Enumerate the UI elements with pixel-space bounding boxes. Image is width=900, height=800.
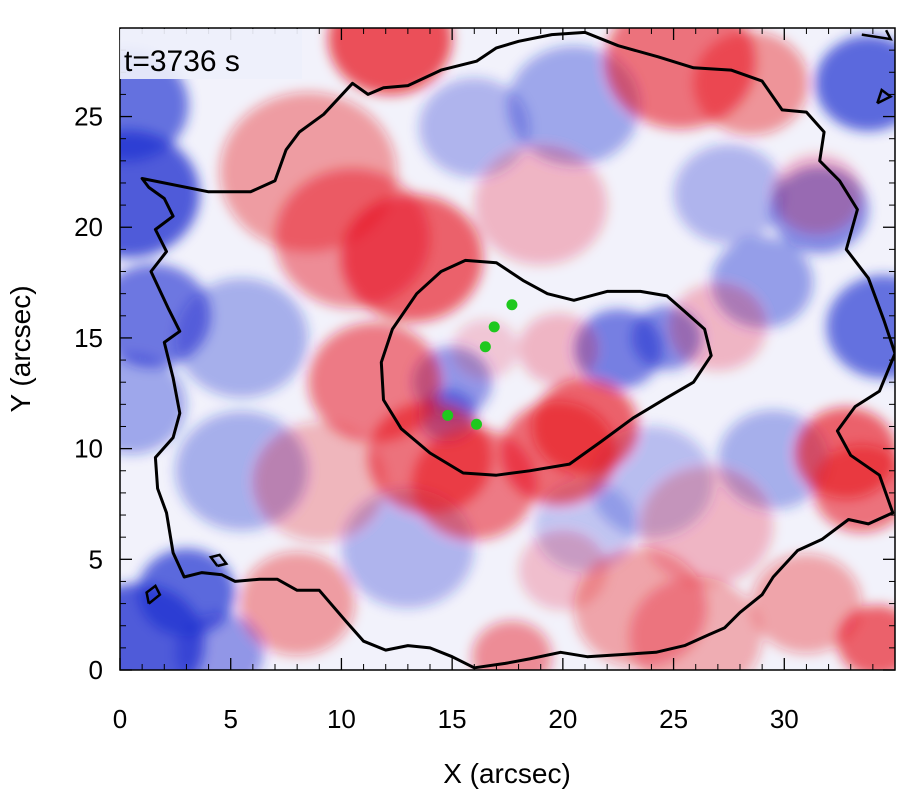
negative-region [175, 278, 309, 398]
y-tick-label: 20 [74, 212, 103, 242]
positive-region [629, 577, 763, 670]
green-points [442, 299, 518, 430]
positive-region [518, 530, 608, 611]
y-tick-label: 15 [74, 323, 103, 353]
x-tick-label: 15 [438, 704, 467, 734]
small-contour [145, 584, 162, 605]
y-tick-label: 0 [89, 655, 103, 685]
y-axis-title: Y (arcsec) [5, 285, 36, 412]
negative-region [120, 354, 187, 455]
positive-region [252, 422, 386, 542]
negative-region [815, 35, 895, 132]
y-tick-label: 25 [74, 102, 103, 132]
negative-region [418, 77, 530, 178]
green-point [442, 409, 454, 421]
x-tick-label: 20 [548, 704, 577, 734]
x-tick-label: 0 [113, 704, 127, 734]
small-contour [876, 87, 893, 105]
small-contour [208, 553, 229, 568]
x-tick-label: 5 [223, 704, 237, 734]
positive-region [239, 551, 355, 656]
velocity-field [120, 28, 895, 670]
green-point [506, 299, 518, 311]
green-point [488, 321, 500, 333]
outer-contour [140, 30, 895, 670]
x-tick-label: 25 [659, 704, 688, 734]
time-label: t=3736 s [124, 45, 240, 78]
green-point [479, 341, 491, 353]
x-axis-title: X (arcsec) [443, 758, 571, 789]
positive-region [640, 466, 774, 586]
y-tick-label: 10 [74, 434, 103, 464]
negative-region [673, 144, 785, 244]
positive-region [518, 313, 599, 385]
plot-frame [119, 27, 896, 671]
x-tick-label: 10 [327, 704, 356, 734]
green-point [471, 418, 482, 430]
contours [140, 29, 895, 670]
positive-region [813, 444, 895, 533]
y-tick-label: 5 [89, 544, 103, 574]
plot-area [120, 28, 895, 670]
time-label-background [120, 29, 302, 79]
positive-region [275, 168, 430, 309]
positive-region [751, 553, 862, 654]
positive-region [669, 283, 767, 371]
small-contour [861, 29, 893, 41]
positive-region [693, 31, 809, 136]
positive-region [531, 378, 639, 475]
negative-region [175, 612, 264, 670]
positive-region [773, 154, 862, 234]
x-tick-label: 30 [770, 704, 799, 734]
positive-region [474, 145, 608, 265]
field-blur-layer [120, 28, 895, 670]
inner-contour [379, 258, 713, 477]
